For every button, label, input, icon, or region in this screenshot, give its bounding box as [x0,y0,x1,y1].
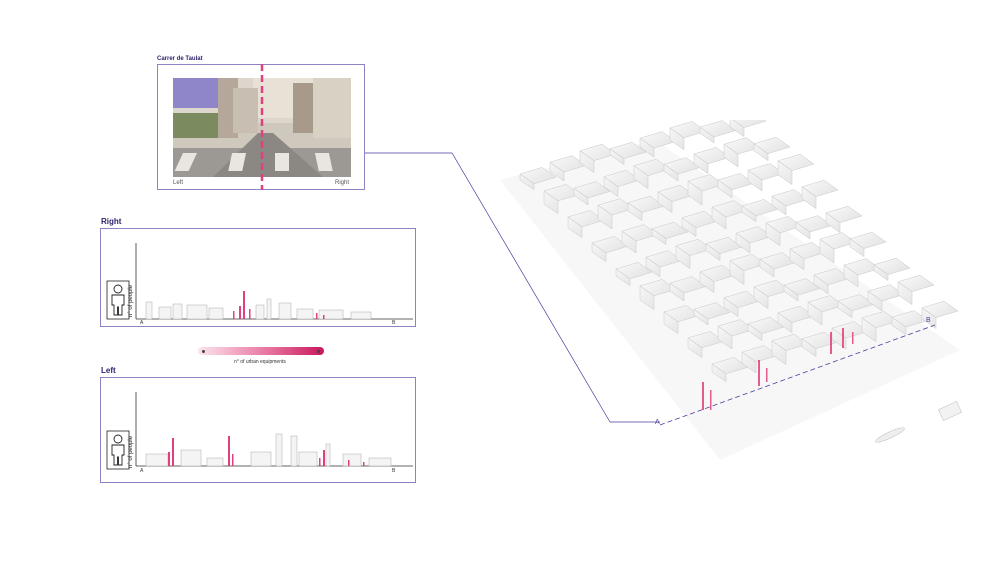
person-icon [106,280,130,320]
photo-left-caption: Left [173,180,184,186]
left-panel: n° of people A B [100,377,416,483]
building-block [651,221,689,246]
building-block [795,215,833,240]
building-block [663,157,701,182]
photo-title: Carrer de Taulat [157,56,203,62]
left-start-label: A [140,468,144,474]
building-block [573,181,611,206]
right-panel-title: Right [101,217,122,226]
building-block [843,258,881,288]
left-panel-title: Left [101,366,116,375]
building-block [711,200,749,230]
building-block [669,121,707,151]
legend-low-marker [202,349,205,353]
photo-right-caption: Right [335,180,350,186]
building-block [723,137,761,168]
building-block [789,242,827,271]
building-block [897,274,935,306]
building-block [693,302,731,326]
axonometric-city-map: A B [500,120,962,460]
building-block [777,153,815,186]
building-block [621,224,659,254]
building-block [729,120,767,138]
building-block [741,199,779,223]
right-ylabel: n° of people [128,284,134,317]
legend-gradient [198,347,324,355]
person-icon [106,430,130,470]
map-end-label: B [926,317,931,324]
building-block [735,226,773,254]
building-block [699,120,737,144]
building-block [921,300,959,330]
right-start-label: A [140,320,144,326]
left-ylabel: n° of people [128,435,134,468]
left-end-label: B [392,468,396,474]
legend-label: n° of urban equipments [234,359,286,365]
right-panel: n° of people A B [100,228,416,327]
building-block [609,141,647,166]
building-block [519,167,557,191]
map-start-label: A [655,419,660,426]
building-block [849,231,887,258]
building-block [801,179,839,210]
building-block [753,136,791,162]
building-block [825,205,863,234]
building-block [873,257,911,282]
right-end-label: B [392,320,396,326]
building-block [765,216,803,247]
building-block [615,262,653,287]
legend-high-marker [317,349,320,353]
